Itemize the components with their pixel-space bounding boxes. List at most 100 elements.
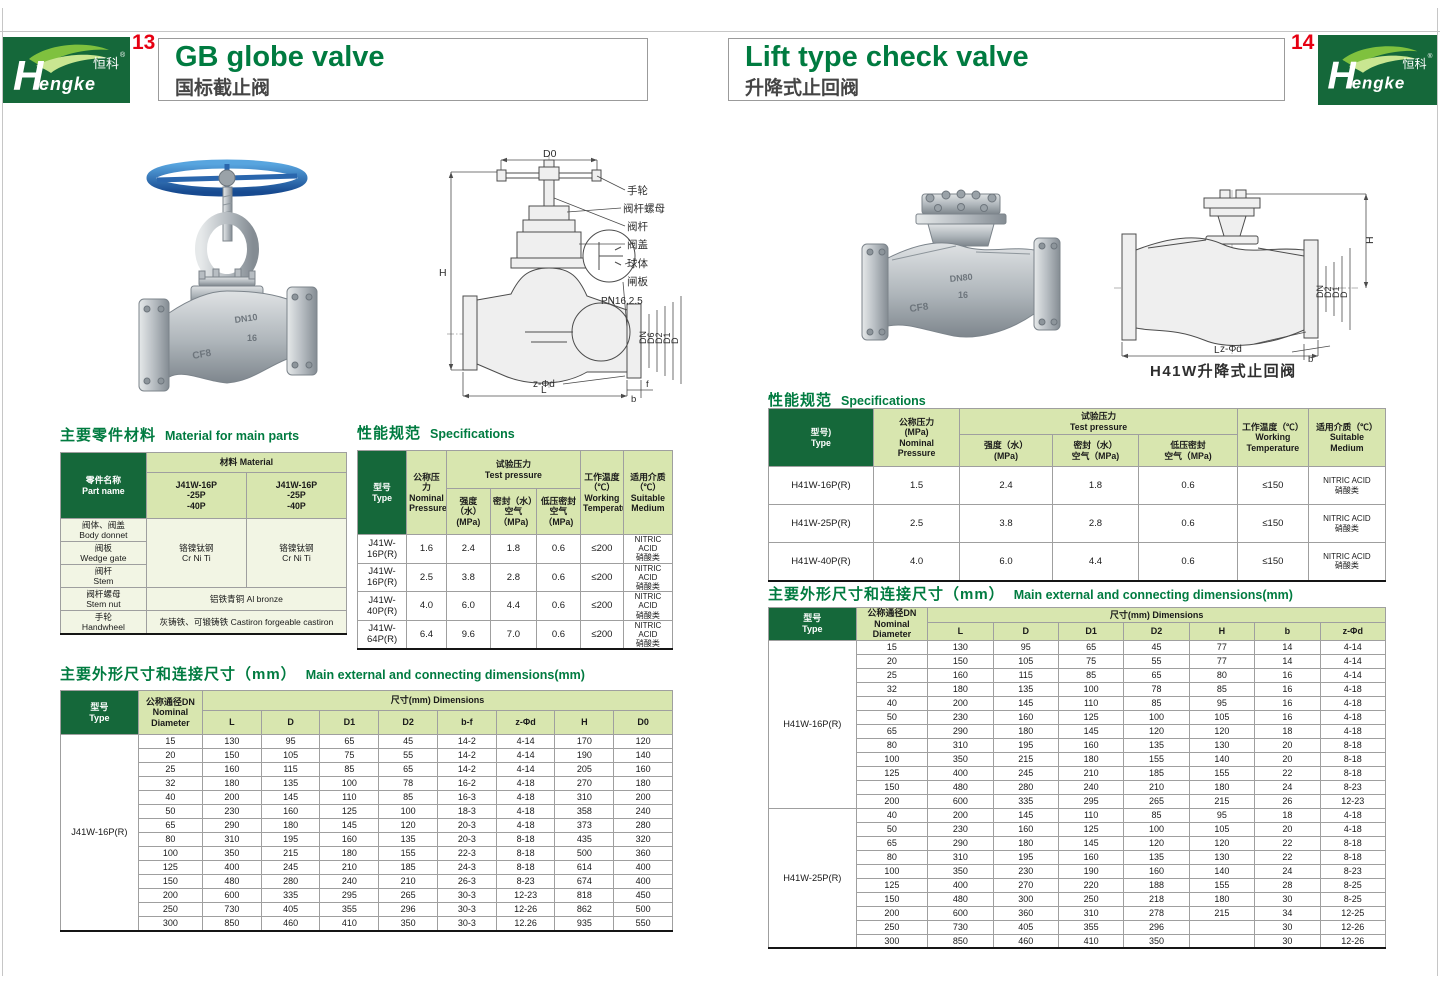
dims-row-value: 4-14 — [1319, 667, 1387, 683]
dims-row-value: 360 — [613, 846, 673, 861]
dims-row-value: 4-18 — [1319, 681, 1387, 697]
dims-row-value: 290 — [201, 818, 262, 833]
spec-row-low-pressure-seal: 0.6 — [535, 562, 581, 593]
spec-row-seal: 1.8 — [489, 534, 537, 564]
dims-row-value: 160 — [319, 832, 380, 847]
dims-row-dn: 80 — [137, 832, 203, 847]
logo-reg-mark: ® — [120, 51, 126, 59]
right-specs-title-cn: 性能规范 — [768, 392, 833, 409]
dims-row-value: 180 — [927, 681, 994, 697]
dims-row-value: 155 — [1123, 751, 1190, 767]
left-edge-rule — [2, 8, 3, 976]
dims-row-value: 245 — [992, 765, 1059, 781]
dims-row-dn: 300 — [137, 916, 203, 931]
spec-row-type: J41W-16P(R) — [356, 562, 408, 593]
spec-row-strength: 3.8 — [445, 562, 491, 593]
dims-row-value: 4-18 — [495, 818, 556, 833]
dims-row-value: 105 — [1188, 821, 1256, 837]
dims-row-value: 8-18 — [495, 832, 556, 847]
logo-cn: 恒科 — [93, 56, 119, 71]
dims-col-h: H — [1188, 622, 1256, 641]
specs-col-seal-water-air: 密封（水） 空气（MPa) — [1051, 434, 1140, 467]
dims-row-value: 20-3 — [436, 818, 497, 833]
left-title-box: GB globe valve 国标截止阀 — [158, 38, 648, 101]
dims-row-value: 935 — [554, 916, 615, 931]
dim-label-d2: D2 — [1323, 286, 1333, 298]
dims-col-nominal-diameter: 公称通径DN Nominal Diameter — [137, 690, 203, 735]
dims-row-value: 400 — [927, 765, 994, 781]
dims-row-value: 100 — [1123, 709, 1190, 725]
right-specs-title-en: Specifications — [841, 394, 926, 408]
left-specs-table-grid: 型号 Type 公称压力 Nominal Pressure 试验压力 Test pressu… — [356, 450, 674, 651]
dims-row-value: 373 — [554, 818, 615, 833]
part-label-stem-nut: 阀杆螺母 — [623, 202, 665, 215]
dims-row-value: 120 — [613, 734, 673, 749]
dims-row-value: 155 — [1188, 765, 1256, 781]
dims-row-value: 220 — [1057, 877, 1125, 893]
dims-col-type: 型号 Type — [768, 607, 857, 641]
dims-row-value: 12.26 — [495, 916, 556, 931]
check-valve-photo: DN80 16 CF8 — [861, 189, 1061, 341]
dims-row-value: 22 — [1254, 849, 1321, 865]
globe-valve-photo: DN10 16 CF8 — [138, 159, 318, 392]
right-specs-table-grid: 型号) Type 公称压力 (MPa) Nominal Pressure 试验压力 Test … — [768, 408, 1387, 582]
dims-group-type: H41W-16P(R) — [768, 639, 857, 809]
spec-row-low-pressure-seal: 0.6 — [535, 534, 581, 564]
dims-row-dn: 15 — [855, 639, 929, 655]
dims-row-value: 105 — [1188, 709, 1256, 725]
dims-row-value: 12-23 — [1319, 793, 1387, 809]
dims-row-value: 550 — [613, 916, 673, 931]
spec-row-strength: 2.4 — [445, 534, 491, 564]
spec-row-working-temperature: ≤200 — [579, 562, 624, 593]
right-dimensions-table: 型号 Type 公称通径DN Nominal Diameter 尺寸(mm) Dimens… — [768, 606, 1387, 950]
dims-row-value: 115 — [992, 667, 1059, 683]
dim-label-d1: D1 — [1331, 286, 1341, 298]
spec-row-suitable-medium: NITRIC ACID 硝酸类 — [622, 591, 674, 621]
material-value-castiron: 灰铸铁、可锻铸铁 Castiron forgeable castiron — [145, 610, 348, 634]
dims-row-value: 65 — [1057, 639, 1125, 655]
dims-row-value: 140 — [613, 748, 673, 763]
dims-row-value: 185 — [378, 860, 438, 875]
spec-row-suitable-medium: NITRIC ACID 硝酸类 — [1307, 504, 1387, 543]
dims-row-value: 240 — [319, 874, 380, 889]
dims-row-value: 8-25 — [1319, 891, 1387, 907]
dims-row-value: 24-3 — [436, 860, 497, 875]
dims-row-value: 310 — [927, 737, 994, 753]
part-label-bonnet: 阀盖 — [627, 238, 648, 251]
dims-row-value: 77 — [1188, 639, 1256, 655]
dims-row-value: 170 — [554, 734, 615, 749]
dims-row-value: 120 — [378, 818, 438, 833]
dims-row-dn: 20 — [855, 653, 929, 669]
dims-row-value: 350 — [1123, 933, 1190, 949]
material-part-handwheel: 手轮 Handwheel — [60, 610, 147, 634]
dims-row-value: 16 — [1254, 667, 1321, 683]
dims-row-value: 4-18 — [495, 776, 556, 791]
dims-row-value: 190 — [554, 748, 615, 763]
spec-row-type: H41W-40P(R) — [768, 542, 874, 581]
dims-row-dn: 80 — [855, 849, 929, 865]
left-dims-title-en: Main external and connecting dimensions(… — [305, 668, 585, 682]
dims-row-value: 8-23 — [1319, 779, 1387, 795]
specs-col-nominal-pressure: 公称压力 Nominal Pressure — [406, 450, 447, 535]
dims-row-value: 45 — [1123, 639, 1190, 655]
dims-row-value: 14-2 — [436, 748, 497, 763]
dims-row-value: 360 — [992, 905, 1059, 921]
dims-row-value: 30 — [1254, 919, 1321, 935]
part-label-pn: PN16,2.5 — [601, 296, 643, 307]
dims-row-value: 125 — [319, 804, 380, 819]
dims-row-value — [1188, 933, 1256, 949]
dims-row-value: 320 — [613, 832, 673, 847]
dims-row-value: 155 — [1188, 877, 1256, 893]
right-specifications-table: 型号) Type 公称压力 (MPa) Nominal Pressure 试验压力 Test … — [768, 408, 1387, 582]
dims-row-value: 290 — [927, 723, 994, 739]
spec-row-strength: 3.8 — [959, 504, 1053, 543]
dim-label-b: b — [631, 394, 636, 404]
dims-row-value: 22-3 — [436, 846, 497, 861]
dims-row-value: 210 — [319, 860, 380, 875]
dims-row-dn: 250 — [137, 902, 203, 917]
materials-col-model-1: J41W-16P -25P -40P — [145, 472, 247, 519]
dims-row-value: 350 — [927, 751, 994, 767]
dims-row-value: 205 — [554, 762, 615, 777]
dims-row-dn: 20 — [137, 748, 203, 763]
